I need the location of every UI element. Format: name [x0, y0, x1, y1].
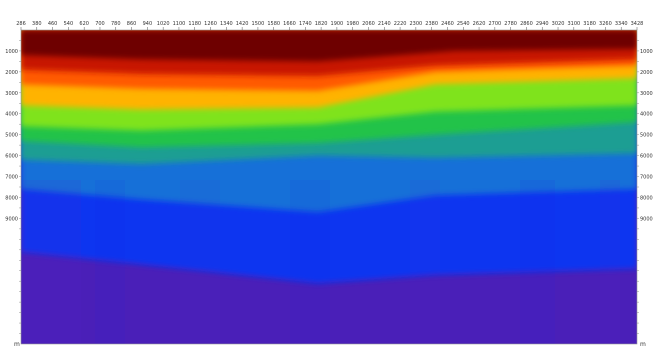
texture-streak [520, 180, 555, 344]
y-tick-label-right: 1000 [640, 49, 653, 55]
x-tick-label: 1660 [283, 21, 296, 27]
x-tick-label: 380 [32, 21, 42, 27]
x-tick-label: 2380 [425, 21, 438, 27]
y-unit-right: m [640, 341, 646, 348]
y-tick-label-right: 3000 [640, 91, 653, 97]
x-tick-label: 1180 [188, 21, 201, 27]
x-tick-label: 3340 [615, 21, 628, 27]
y-axis-left-ticks: 1000 2000 3000 4000 5000 6000 7000 8000 9000 [5, 40, 21, 334]
texture-streak [600, 180, 620, 344]
y-tick-label-right: 8000 [640, 195, 653, 201]
y-axis-right-ticks: 1000 2000 3000 4000 5000 6000 7000 8000 9000 [637, 40, 653, 334]
x-tick-label: 2700 [488, 21, 501, 27]
y-tick-label-right: 9000 [640, 216, 653, 222]
x-tick-label: 1900 [331, 21, 344, 27]
y-tick-label-right: 4000 [640, 112, 653, 118]
x-tick-label: 3260 [599, 21, 612, 27]
x-axis-ticks: 286 380 460 540 620 700 780 860 940 1020 1100 1180 1… [16, 21, 643, 30]
texture-streak [180, 180, 220, 344]
y-tick-label-left: 4000 [5, 112, 18, 118]
x-tick-label: 2860 [520, 21, 533, 27]
x-tick-label: 2460 [441, 21, 454, 27]
layer-deep-red [21, 30, 637, 62]
y-tick-label-left: 9000 [5, 216, 18, 222]
x-tick-label: 700 [95, 21, 105, 27]
x-tick-label: 1100 [173, 21, 186, 27]
x-tick-label: 286 [16, 21, 26, 27]
x-tick-label: 2620 [473, 21, 486, 27]
x-tick-label: 460 [48, 21, 58, 27]
x-tick-label: 3100 [567, 21, 580, 27]
y-tick-label-left: 6000 [5, 154, 18, 160]
y-tick-label-left: 2000 [5, 70, 18, 76]
y-tick-label-left: 1000 [5, 49, 18, 55]
x-tick-label: 1500 [252, 21, 265, 27]
x-tick-label: 940 [143, 21, 153, 27]
x-tick-label: 2940 [536, 21, 549, 27]
x-tick-label: 860 [127, 21, 137, 27]
x-tick-label: 1420 [236, 21, 249, 27]
y-unit-left: m [14, 341, 20, 348]
x-tick-label: 1580 [267, 21, 280, 27]
texture-streak [290, 180, 330, 344]
x-tick-label: 1340 [220, 21, 233, 27]
y-tick-label-right: 7000 [640, 175, 653, 181]
x-tick-label: 1820 [315, 21, 328, 27]
y-tick-label-left: 8000 [5, 195, 18, 201]
x-tick-label: 2220 [394, 21, 407, 27]
texture-streak [410, 180, 440, 344]
x-tick-label: 3428 [631, 21, 644, 27]
texture-streak [21, 180, 81, 344]
x-tick-label: 1260 [204, 21, 217, 27]
x-tick-label: 2780 [504, 21, 517, 27]
y-tick-label-right: 6000 [640, 154, 653, 160]
y-tick-label-left: 5000 [5, 133, 18, 139]
x-tick-label: 540 [64, 21, 74, 27]
x-tick-label: 780 [111, 21, 121, 27]
x-tick-label: 3020 [552, 21, 565, 27]
texture-streak [95, 180, 125, 344]
texture-overlays [21, 180, 620, 344]
x-tick-label: 2540 [457, 21, 470, 27]
x-tick-label: 620 [79, 21, 89, 27]
x-tick-label: 3180 [583, 21, 596, 27]
x-tick-label: 2300 [410, 21, 423, 27]
x-tick-label: 1980 [346, 21, 359, 27]
x-tick-label: 2140 [378, 21, 391, 27]
y-tick-label-right: 5000 [640, 133, 653, 139]
x-tick-label: 2060 [362, 21, 375, 27]
velocity-layers [21, 30, 637, 344]
y-tick-label-left: 7000 [5, 175, 18, 181]
x-tick-label: 1740 [299, 21, 312, 27]
y-tick-label-right: 2000 [640, 70, 653, 76]
y-tick-label-left: 3000 [5, 91, 18, 97]
x-tick-label: 1020 [157, 21, 170, 27]
